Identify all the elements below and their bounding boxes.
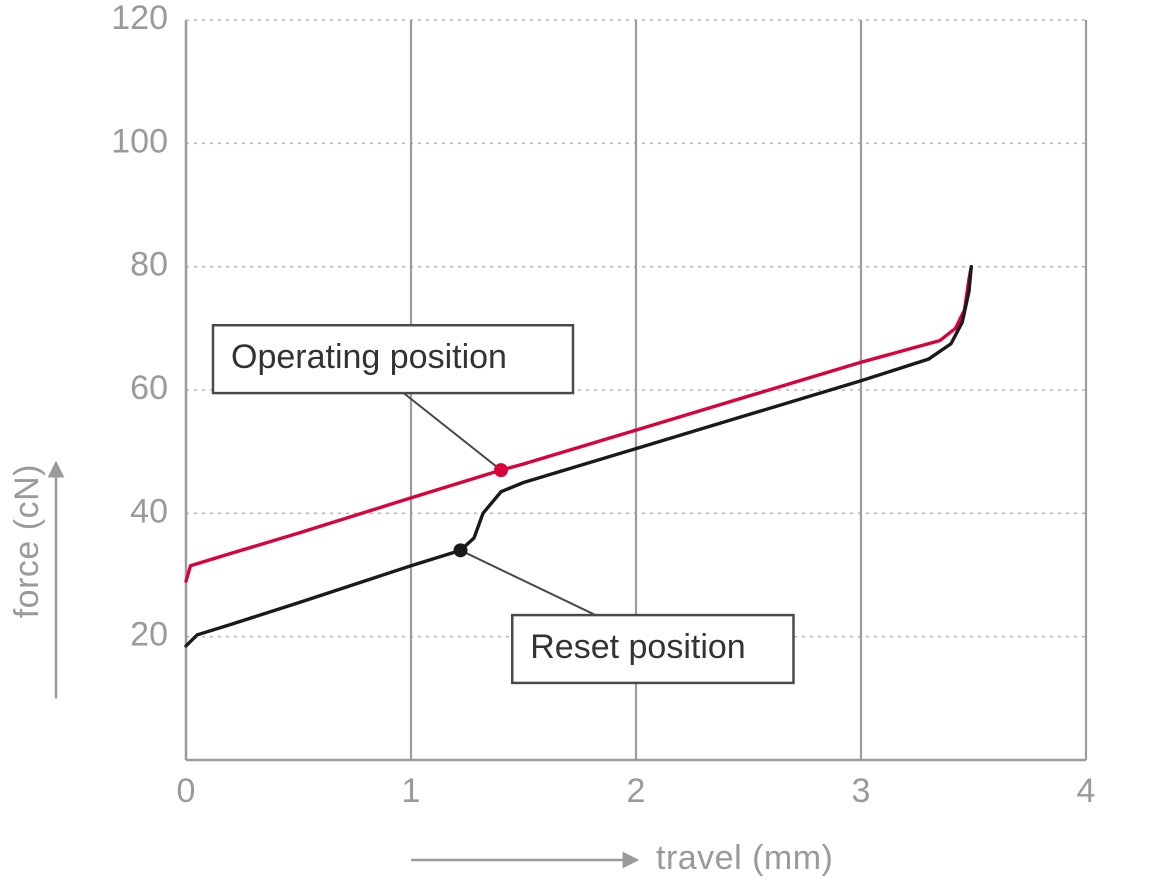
callout-text-operating: Operating position	[231, 338, 507, 376]
callout-leader-operating	[400, 390, 501, 470]
x-tick-label: 2	[627, 772, 646, 810]
y-tick-label: 80	[130, 246, 168, 284]
y-tick-label: 20	[130, 616, 168, 654]
x-tick-label: 1	[402, 772, 421, 810]
series-release	[186, 267, 971, 646]
marker-reset	[454, 543, 468, 557]
series-press	[186, 267, 971, 582]
callout-leader-reset	[461, 550, 596, 615]
x-tick-label: 3	[852, 772, 871, 810]
y-axis-label: force (cN)	[8, 464, 46, 618]
x-axis-label: travel (mm)	[656, 839, 833, 877]
y-tick-label: 40	[130, 492, 168, 530]
x-tick-label: 0	[177, 772, 196, 810]
y-tick-label: 100	[111, 122, 168, 160]
y-tick-label: 120	[111, 0, 168, 37]
y-tick-label: 60	[130, 369, 168, 407]
marker-operating	[494, 463, 508, 477]
force-travel-chart: Operating positionReset position20406080…	[0, 0, 1151, 886]
x-tick-label: 4	[1077, 772, 1096, 810]
callout-text-reset: Reset position	[530, 628, 745, 666]
